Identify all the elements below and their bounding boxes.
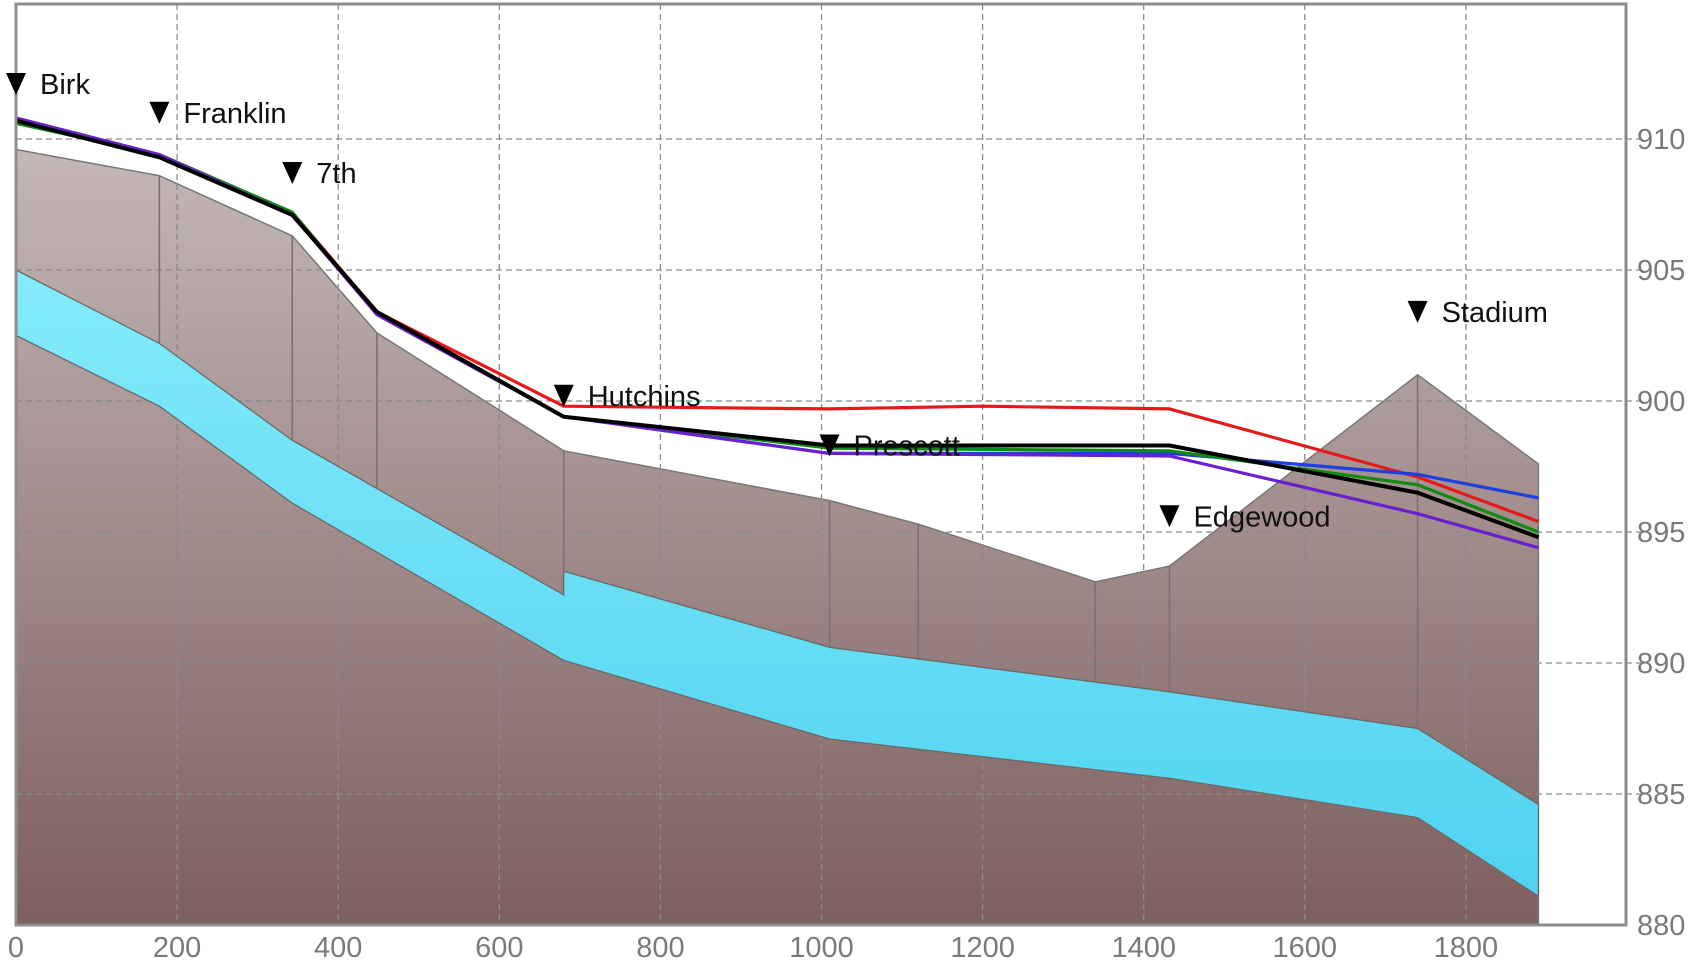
- pipe-polygon: [15, 268, 1540, 898]
- ground-polygon: [15, 148, 1540, 926]
- manhole-marker-icon: [149, 101, 170, 124]
- x-tick-label: 0: [8, 932, 24, 961]
- x-tick-label: 600: [475, 932, 523, 961]
- y-tick-label: 880: [1637, 910, 1685, 942]
- x-tick-label: 800: [636, 932, 684, 961]
- y-tick-label: 885: [1637, 779, 1685, 811]
- manhole-labels: Birk Franklin 7th Hutchins Prescott Edgewood S…: [6, 69, 1548, 533]
- y-tick-label: 895: [1637, 517, 1685, 549]
- x-tick-label: 1200: [950, 932, 1015, 961]
- x-tick-label: 1800: [1434, 932, 1499, 961]
- x-tick-label: 1000: [789, 932, 854, 961]
- manhole-marker-icon: [282, 162, 303, 185]
- hgl-series: [15, 116, 1540, 550]
- x-axis-ticks: 0 200 400 600 800 1000 1200 1400 1600 1800: [8, 932, 1498, 961]
- manhole-label: Hutchins: [588, 381, 701, 413]
- x-tick-label: 200: [153, 932, 201, 961]
- x-tick-label: 1400: [1111, 932, 1176, 961]
- manhole-label: Franklin: [183, 98, 286, 130]
- pipe-band: [15, 268, 1540, 898]
- manhole-marker-icon: [6, 72, 26, 95]
- x-tick-label: 400: [314, 932, 362, 961]
- manhole-label: Birk: [40, 69, 90, 101]
- y-tick-label: 890: [1637, 648, 1685, 680]
- manhole-label: Stadium: [1442, 297, 1548, 329]
- manhole-marker-icon: [553, 384, 574, 407]
- y-tick-label: 900: [1637, 386, 1685, 418]
- manhole-label: Prescott: [854, 431, 960, 463]
- y-axis-ticks: 880 885 890 895 900 905 910: [1637, 124, 1685, 942]
- ground-area: [15, 148, 1540, 926]
- manhole-marker-icon: [819, 434, 840, 457]
- plot-border: [14, 2, 1628, 927]
- y-tick-label: 910: [1637, 124, 1685, 156]
- manhole-marker-icon: [1407, 300, 1428, 323]
- manhole-label: Edgewood: [1193, 501, 1330, 533]
- manhole-marker-icon: [1159, 505, 1180, 528]
- plot-frame: [14, 2, 1628, 927]
- y-tick-label: 905: [1637, 255, 1685, 287]
- series-line-5: [15, 118, 1540, 540]
- x-tick-label: 1600: [1273, 932, 1338, 961]
- manhole-label: 7th: [316, 158, 356, 190]
